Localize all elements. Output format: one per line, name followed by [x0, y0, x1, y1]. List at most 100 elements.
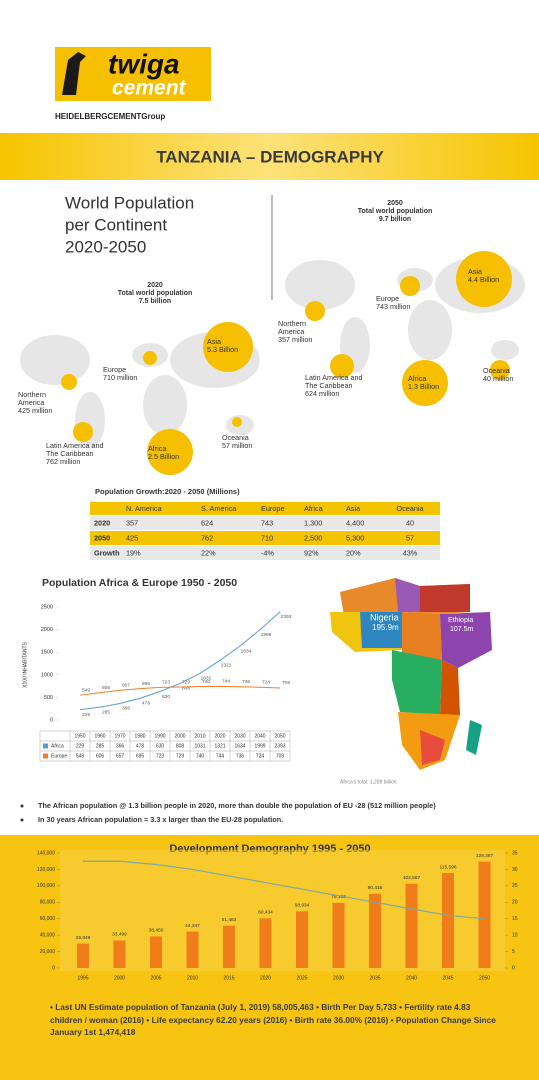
y2-tick-label: 0	[512, 965, 515, 971]
table-cell: 40	[406, 518, 414, 527]
table-cell: 606	[96, 753, 105, 759]
x-tick-label: 2020	[214, 733, 225, 739]
region-label: 762 million	[46, 457, 80, 466]
map-region	[392, 650, 442, 715]
map-label: 107.5m	[450, 626, 474, 633]
y-tick-label: 2000	[41, 627, 53, 633]
region-label: Latin America and	[46, 441, 104, 450]
y2-tick-label: 25	[512, 883, 518, 889]
region-label: Europe	[376, 294, 399, 303]
legend-label: Europe	[51, 753, 67, 759]
map-heading: 2020	[147, 282, 163, 289]
table-cell: 285	[96, 743, 105, 749]
footer-text: • Last UN Estimate population of Tanzani…	[50, 1002, 496, 1037]
bar	[442, 873, 454, 968]
region-circle	[232, 417, 242, 427]
table-cell: 724	[256, 753, 265, 759]
x-tick-label: 2010	[187, 975, 198, 981]
bar-value-label: 129,387	[476, 853, 494, 859]
table-cell: 657	[116, 753, 125, 759]
table-cell: 57	[406, 533, 414, 542]
data-label: 736	[242, 679, 250, 685]
table-cell: 22%	[201, 548, 216, 557]
x-tick-label: 2050	[274, 733, 285, 739]
map-heading: Total world population	[358, 208, 433, 215]
table-cell: 19%	[126, 548, 141, 557]
data-label: 229	[82, 712, 90, 718]
region-label: 57 million	[222, 441, 252, 450]
map-continent	[408, 300, 452, 360]
table-title: Population Growth:2020 - 2050 (Millions)	[95, 487, 240, 496]
bar	[259, 918, 272, 968]
x-tick-label: 2025	[296, 975, 307, 981]
table-cell: 2050	[94, 533, 110, 542]
map-continent	[20, 335, 90, 385]
bar-value-label: 102,587	[403, 875, 421, 881]
line-series	[83, 860, 485, 920]
region-label: Oceania	[483, 366, 510, 375]
table-cell: 1321	[214, 743, 225, 749]
region-label: America	[278, 327, 304, 336]
y-tick-label: 100,000	[37, 883, 55, 889]
charts: Population Africa & Europe 1950 - 2050 X1…	[22, 577, 517, 982]
table-cell: 4,400	[346, 518, 364, 527]
x-tick-label: 2040	[406, 975, 417, 981]
map-label: Nigeria	[370, 612, 399, 622]
data-label: 606	[102, 685, 110, 691]
data-label: 695	[142, 681, 150, 687]
data-label: 366	[122, 706, 130, 712]
table-cell: 729	[176, 753, 185, 759]
table-cell: 743	[261, 518, 273, 527]
x-tick-label: 2000	[174, 733, 185, 739]
region-circle	[61, 374, 77, 390]
region-label: Africa	[408, 374, 426, 383]
y2-tick-label: 30	[512, 867, 518, 873]
region-label: Africa	[148, 444, 166, 453]
x-tick-label: 1980	[134, 733, 145, 739]
region-label: 1.3 Billion	[408, 382, 439, 391]
table-cell: 425	[126, 533, 138, 542]
region-label: 2.5 Billion	[148, 452, 179, 461]
data-label: 709	[282, 680, 290, 686]
data-label: 657	[122, 683, 130, 689]
map-label: Ethiopia	[448, 617, 473, 624]
header-band	[0, 133, 539, 180]
region-label: Asia	[207, 337, 221, 346]
map-continent	[285, 260, 355, 310]
region-label: 624 million	[305, 389, 339, 398]
data-label: 744	[222, 679, 230, 685]
y2-tick-label: 10	[512, 932, 518, 938]
region-circle	[330, 354, 354, 378]
bullet-text: The African population @ 1.3 billion peo…	[38, 801, 436, 810]
region-label: 4.4 Billion	[468, 275, 499, 284]
y2-tick-label: 35	[512, 850, 518, 856]
data-label: 285	[102, 709, 110, 715]
region-label: Europe	[103, 365, 126, 374]
map-region	[440, 660, 460, 715]
x-tick-label: 2010	[194, 733, 205, 739]
header-title: TANZANIA – DEMOGRAPHY	[156, 147, 384, 166]
map-region	[466, 720, 482, 755]
x-tick-label: 1960	[94, 733, 105, 739]
bar	[186, 931, 199, 968]
data-label: 478	[142, 701, 150, 707]
bar	[369, 893, 381, 968]
data-label: 1999	[261, 632, 272, 638]
y-tick-label: 80,000	[40, 900, 56, 906]
region-label: Latin America and	[305, 373, 363, 382]
logo-group: HEIDELBERGCEMENTGroup	[55, 112, 165, 121]
legend-label: Africa	[51, 743, 64, 749]
legend-swatch	[43, 743, 48, 749]
region-label: America	[18, 398, 44, 407]
table-cell: -4%	[261, 548, 274, 557]
table-header: Oceania	[396, 504, 424, 513]
data-label: 549	[82, 687, 90, 693]
bar-value-label: 38,450	[149, 928, 164, 934]
bar-value-label: 29,649	[76, 935, 91, 941]
y-tick-label: 1000	[41, 672, 53, 678]
logo-brand-top: twiga	[108, 48, 180, 79]
y2-tick-label: 5	[512, 949, 515, 955]
table-cell: 1031	[194, 743, 205, 749]
bar-value-label: 51,483	[222, 917, 237, 923]
region-label: 710 million	[103, 373, 137, 382]
